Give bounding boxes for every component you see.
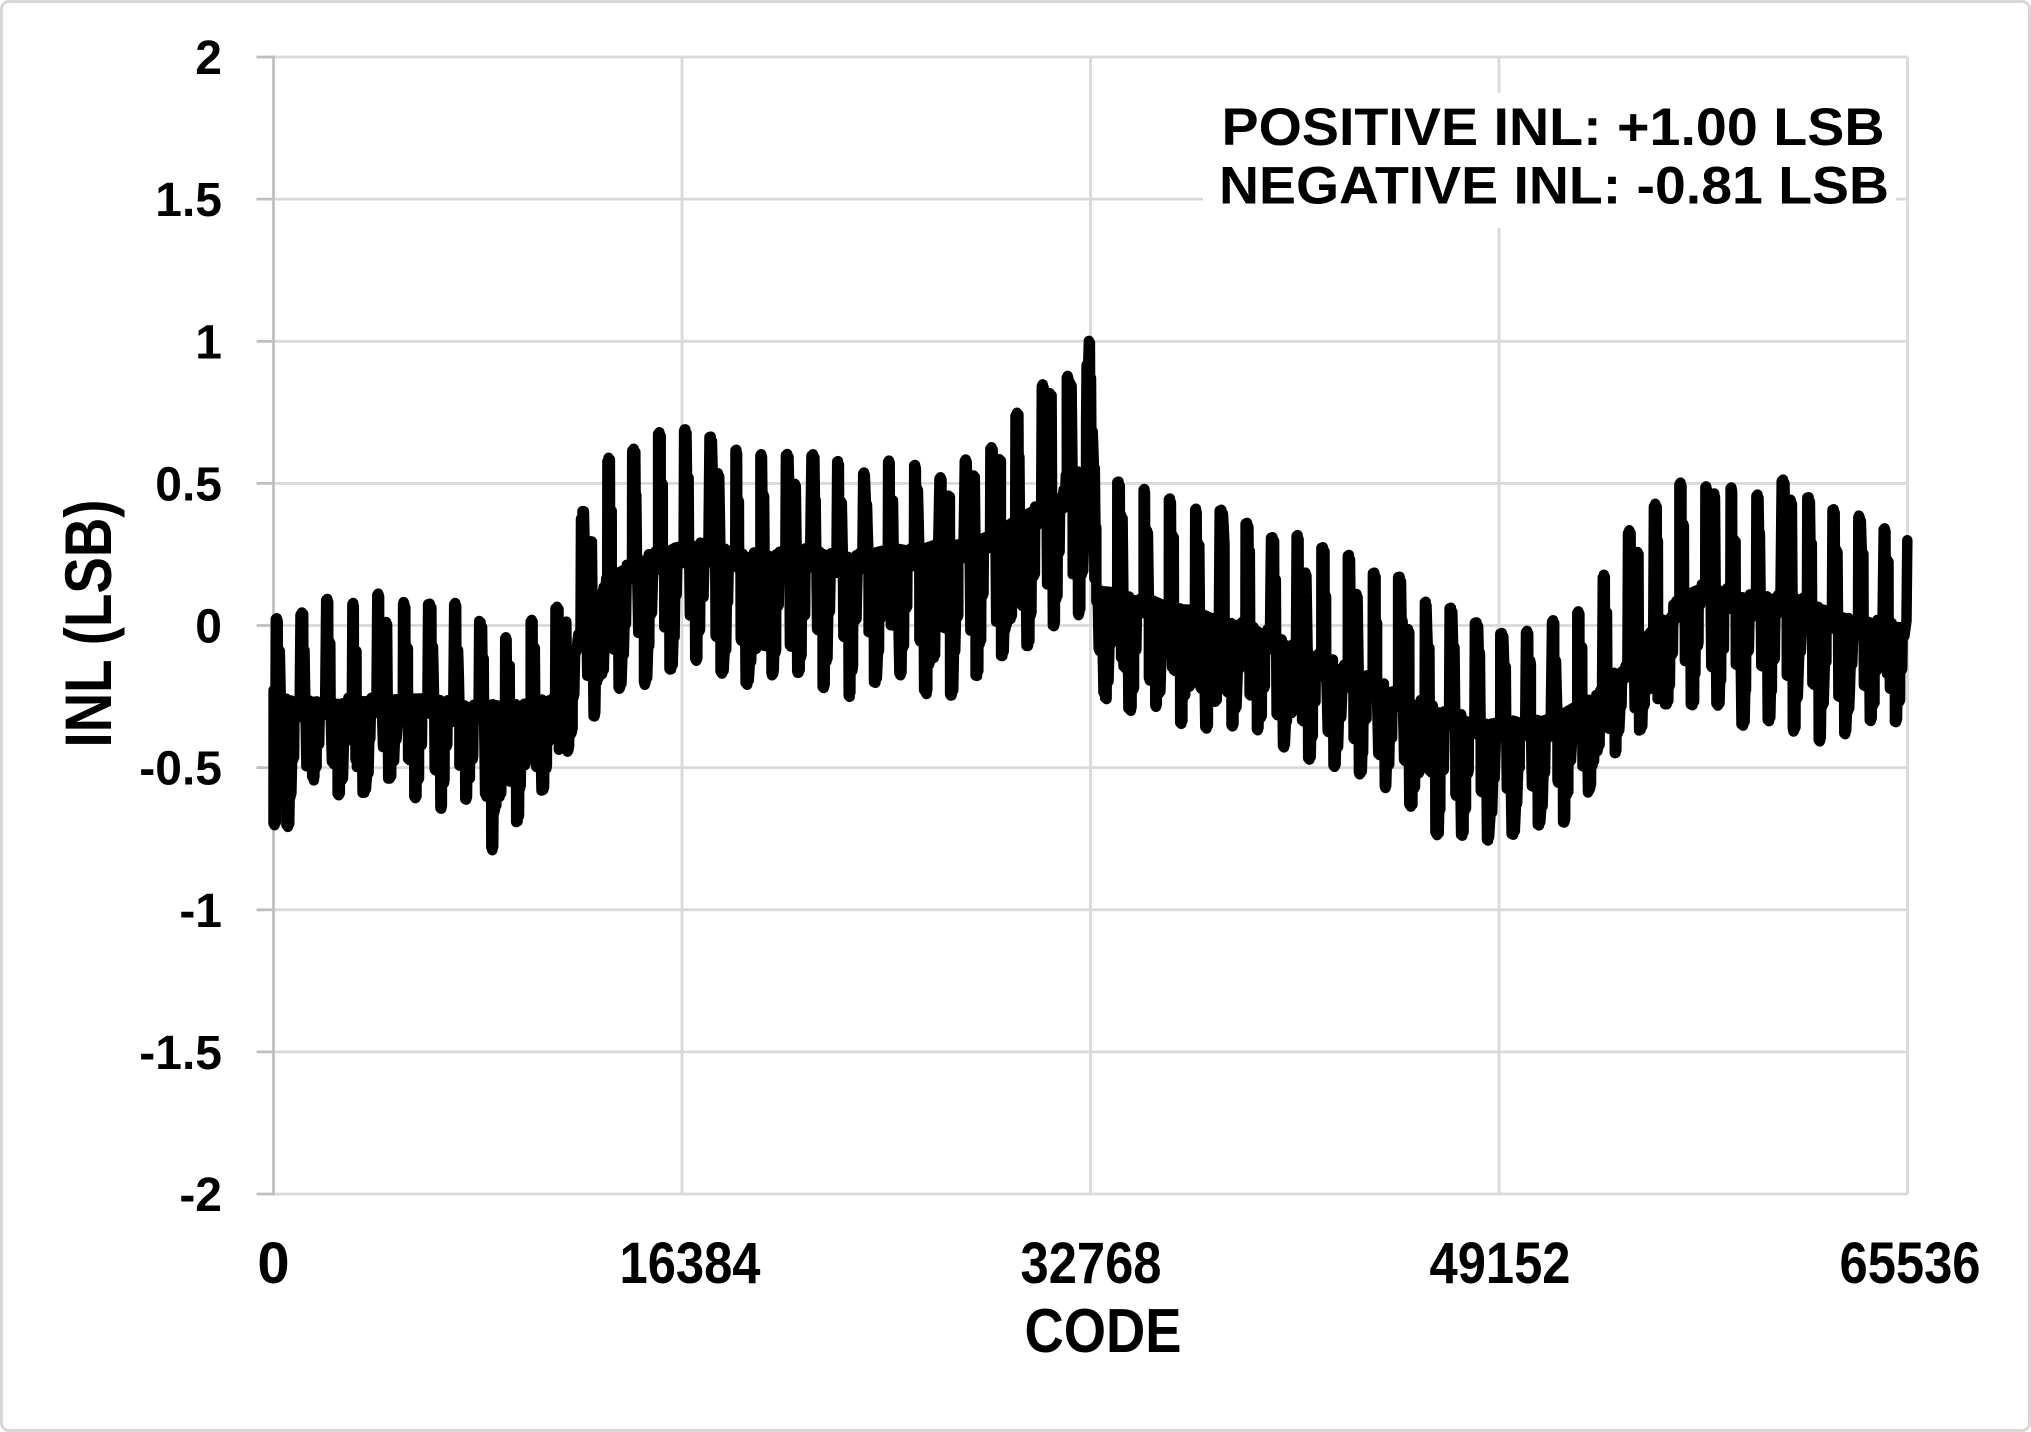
svg-text:INL (LSB): INL (LSB) (51, 500, 125, 748)
svg-text:-2: -2 (179, 1169, 222, 1222)
svg-text:-1: -1 (179, 885, 222, 938)
svg-text:-1.5: -1.5 (139, 1027, 222, 1080)
svg-text:65536: 65536 (1840, 1231, 1981, 1296)
svg-text:2: 2 (195, 32, 222, 85)
svg-text:16384: 16384 (620, 1231, 761, 1296)
svg-text:NEGATIVE INL: -0.81 LSB: NEGATIVE INL: -0.81 LSB (1219, 157, 1889, 216)
svg-text:32768: 32768 (1021, 1231, 1162, 1296)
svg-text:0: 0 (257, 1231, 289, 1296)
svg-text:49152: 49152 (1430, 1231, 1571, 1296)
svg-text:CODE: CODE (1025, 1297, 1182, 1366)
svg-text:0.5: 0.5 (155, 458, 222, 511)
svg-text:-0.5: -0.5 (139, 743, 222, 796)
svg-text:POSITIVE INL: +1.00 LSB: POSITIVE INL: +1.00 LSB (1222, 98, 1885, 157)
svg-text:1: 1 (195, 316, 222, 369)
svg-text:0: 0 (195, 601, 222, 654)
svg-text:1.5: 1.5 (155, 174, 222, 227)
